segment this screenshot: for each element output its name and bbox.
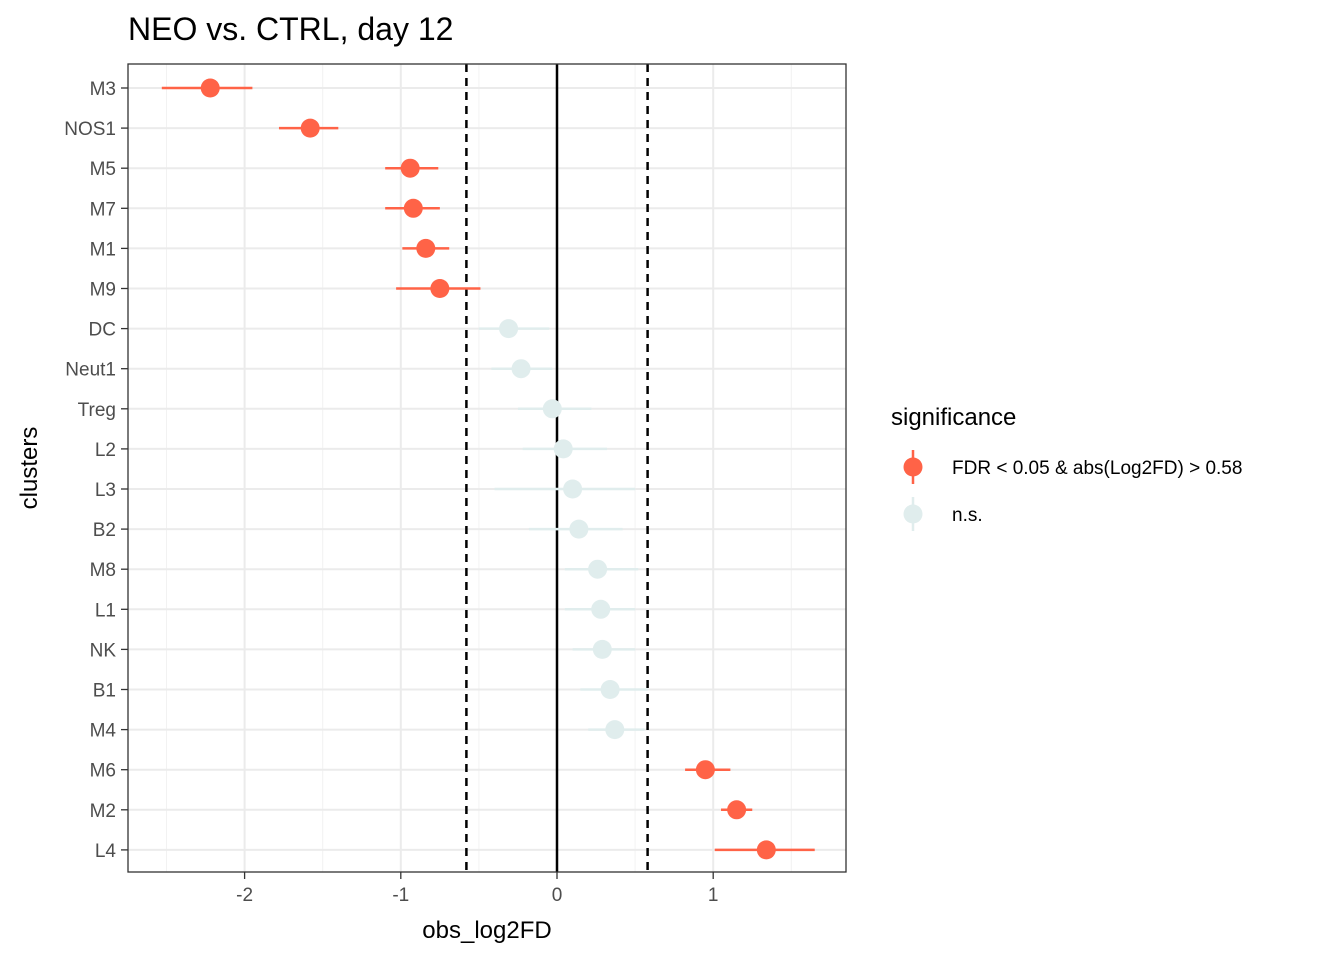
y-tick-label: DC <box>89 320 116 341</box>
data-point-l4 <box>756 840 776 860</box>
legend-key-point <box>903 457 923 477</box>
y-tick-label: M3 <box>90 79 116 100</box>
data-point-m4 <box>605 720 625 740</box>
y-tick-label: M7 <box>90 199 116 220</box>
data-point-treg <box>542 399 562 419</box>
y-axis-title: clusters <box>16 427 43 510</box>
data-point-nos1 <box>300 118 320 138</box>
y-tick-label: Treg <box>78 400 116 421</box>
data-point-l1 <box>591 599 611 619</box>
x-tick-label: 0 <box>552 885 563 906</box>
legend-label-ns: n.s. <box>952 505 983 526</box>
x-tick-label: 1 <box>708 885 719 906</box>
data-point-m8 <box>588 559 608 579</box>
y-tick-label: NK <box>90 640 117 661</box>
data-point-dc <box>499 319 519 339</box>
data-point-m7 <box>403 198 423 218</box>
data-point-b2 <box>569 519 589 539</box>
y-tick-label: M2 <box>90 801 116 822</box>
y-tick-label: L4 <box>95 841 117 862</box>
plot-panel <box>127 63 847 873</box>
legend: significance FDR < 0.05 & abs(Log2FD) > … <box>891 404 1242 531</box>
data-point-b1 <box>600 680 620 699</box>
y-tick-label: L3 <box>95 480 116 501</box>
legend-key-significant <box>903 450 923 484</box>
y-tick-label: M9 <box>90 280 116 301</box>
panel-background <box>128 64 846 872</box>
y-tick-label: M6 <box>90 761 116 782</box>
data-point-neut1 <box>511 359 531 379</box>
data-point-l3 <box>563 479 583 499</box>
y-tick-label: M5 <box>90 159 116 180</box>
legend-label-significant: FDR < 0.05 & abs(Log2FD) > 0.58 <box>952 458 1242 479</box>
legend-key-ns <box>903 497 923 531</box>
x-axis-title: obs_log2FD <box>422 917 551 944</box>
panel-border <box>127 63 847 873</box>
y-tick-label: B2 <box>93 520 116 541</box>
data-point-m1 <box>416 238 436 258</box>
y-tick-label: Neut1 <box>65 360 116 381</box>
y-tick-label: M1 <box>90 239 116 260</box>
y-tick-label: M8 <box>90 560 116 581</box>
data-point-m2 <box>727 800 747 820</box>
data-point-m5 <box>400 158 420 178</box>
data-point-m3 <box>200 78 220 98</box>
y-tick-label: M4 <box>90 721 117 742</box>
chart-title: NEO vs. CTRL, day 12 <box>128 11 453 47</box>
x-tick-label: -1 <box>392 885 409 906</box>
y-tick-label: B1 <box>93 681 116 702</box>
data-point-m9 <box>430 279 450 298</box>
y-tick-label: L2 <box>95 440 116 461</box>
data-point-m6 <box>695 760 715 780</box>
x-tick-label: -2 <box>236 885 253 906</box>
y-tick-label: L1 <box>95 600 116 621</box>
data-point-l2 <box>553 439 573 459</box>
legend-key-point <box>903 504 923 524</box>
legend-title: significance <box>891 404 1016 431</box>
y-tick-label: NOS1 <box>64 119 116 140</box>
data-point-nk <box>592 639 612 659</box>
